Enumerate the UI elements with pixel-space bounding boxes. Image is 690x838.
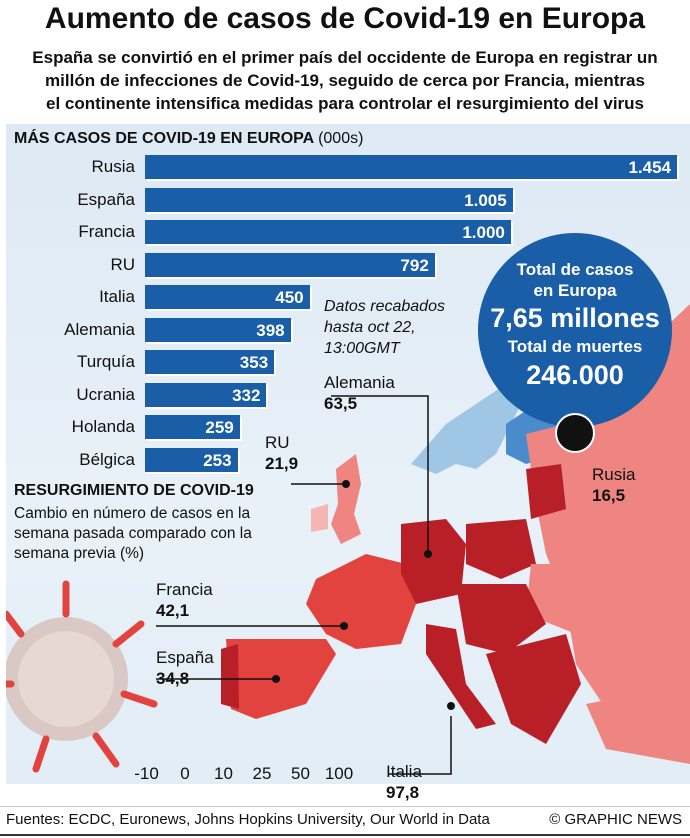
map-description: Cambio en número de casos en la semana p… [14, 505, 252, 562]
bar-category-label: Alemania [64, 319, 135, 339]
annotation-value: 21,9 [265, 454, 299, 473]
marker-alemania [424, 550, 432, 558]
map-baltics [526, 464, 566, 519]
marker-ru [342, 480, 350, 488]
bar-category-label: Turquía [77, 352, 135, 371]
map-balkans [486, 634, 581, 744]
bar-category-label: Francia [78, 222, 135, 241]
bar-value-label: 353 [239, 353, 269, 372]
legend-tick-label: 50 [291, 764, 310, 783]
bar: 259 [145, 415, 240, 439]
bar-value-label: 253 [203, 450, 232, 470]
bar-value-label: 332 [232, 385, 261, 405]
annotation-country: Rusia [592, 465, 636, 484]
annotation-country: Francia [156, 580, 213, 599]
bar-category-label: Bélgica [79, 449, 135, 469]
bar-value-label: 1.005 [464, 190, 507, 210]
map-annotation: España 34,8 [156, 647, 214, 689]
legend-tick-label: 100 [324, 764, 354, 783]
map-turkey [586, 684, 690, 764]
map-portugal [221, 644, 239, 709]
legend-tick-label: 25 [252, 764, 272, 783]
bar-category-label: Holanda [71, 417, 135, 436]
leader-lines [291, 395, 452, 775]
bar-category-label: Italia [99, 287, 135, 306]
bar: 792 [145, 252, 435, 277]
virus-illustration [6, 580, 158, 773]
total-deaths: 246.000 [526, 360, 624, 390]
map-scandinavia [411, 384, 526, 474]
divider [0, 806, 690, 807]
legend-tick-label: 0 [180, 764, 190, 783]
map-germany [401, 519, 466, 604]
map-russia [526, 304, 690, 764]
bar: 253 [145, 447, 238, 472]
bar: 1.454 [145, 155, 677, 179]
data-note: Datos recabados hasta oct 22, 13:00GMT [324, 298, 445, 357]
map-france [306, 554, 416, 649]
map-poland [466, 519, 536, 579]
bar-category-label: RU [110, 254, 135, 274]
totals-circle: Total de casos en Europa 7,65 millones T… [478, 233, 672, 427]
bar-value-label: 398 [256, 320, 285, 340]
bar: 1.000 [145, 220, 511, 244]
map-ukraine [526, 564, 626, 634]
annotation-country: España [156, 648, 214, 667]
map-central [456, 584, 546, 654]
map-ireland [311, 504, 328, 532]
subtitle-line: España se convirtió en el primer país de… [32, 48, 658, 67]
bar-category-label: España [77, 189, 135, 209]
map-uk [331, 454, 361, 544]
map-annotation: Italia 97,8 [386, 761, 422, 803]
bar-value-label: 792 [400, 255, 429, 275]
bar-value-label: 259 [205, 418, 234, 437]
bar-value-label: 450 [275, 288, 304, 307]
map-annotation: Alemania 63,5 [324, 372, 395, 414]
bar: 398 [145, 317, 291, 342]
annotation-value: 97,8 [386, 783, 420, 802]
bottom-rule [0, 834, 690, 836]
bar: 353 [145, 350, 275, 374]
map-annotation: RU 21,9 [265, 432, 298, 474]
map-annotation: Rusia 16,5 [592, 464, 635, 506]
subtitle-line: millón de infecciones de Covid-19, segui… [45, 71, 645, 90]
legend-tick-label: -10 [134, 764, 159, 783]
legend-tick-label: 10 [214, 764, 233, 783]
annotation-value: 42,1 [156, 601, 190, 620]
subtitle-line: el continente intensifica medidas para c… [46, 94, 644, 113]
map-spain [226, 639, 336, 719]
bar-chart-title: MÁS CASOS DE COVID-19 EN EUROPA (000s) [14, 130, 364, 147]
annotation-value: 34,8 [156, 669, 190, 688]
map-italy [426, 624, 496, 729]
page-title: Aumento de casos de Covid-19 en Europa [44, 2, 646, 35]
map-title: RESURGIMIENTO DE COVID-19 [14, 482, 254, 499]
bar-value-label: 1.000 [462, 223, 505, 242]
bar: 450 [145, 285, 310, 309]
map-annotation: Francia 42,1 [156, 579, 213, 621]
credit: © GRAPHIC NEWS [549, 811, 682, 828]
chart-panel: MÁS CASOS DE COVID-19 EN EUROPA (000s) R… [6, 124, 690, 802]
europe-map [6, 304, 690, 775]
bar-category-label: Rusia [91, 157, 135, 176]
annotation-value: 63,5 [324, 394, 358, 413]
bar-value-label: 1.454 [628, 158, 671, 177]
annotation-country: Alemania [324, 373, 395, 392]
sources: Fuentes: ECDC, Euronews, Johns Hopkins U… [6, 811, 490, 828]
bar: 1.005 [145, 187, 513, 212]
annotation-country: Italia [386, 762, 422, 781]
bar-category-label: Ucrania [76, 384, 135, 404]
bar: 332 [145, 382, 267, 407]
annotation-country: RU [265, 433, 290, 452]
location-dot [555, 413, 595, 453]
marker-italia [447, 702, 455, 710]
annotation-value: 16,5 [592, 486, 626, 505]
total-cases: 7,65 millones [490, 303, 660, 333]
